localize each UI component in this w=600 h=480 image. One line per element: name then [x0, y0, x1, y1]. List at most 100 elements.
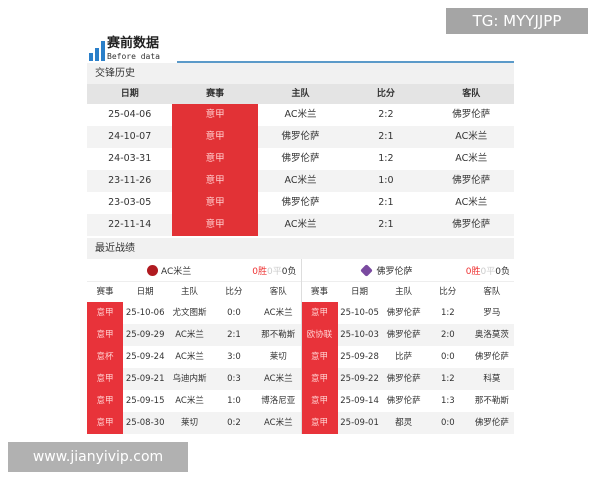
team-name: AC米兰 [161, 266, 192, 277]
watermark-top: TG: MYYJJPP [446, 8, 588, 34]
table-cell: 1:2 [440, 308, 455, 318]
table-cell: 罗马 [483, 308, 501, 318]
competition-badge: 意甲 [301, 346, 338, 368]
recent-table-left: 赛事 日期 主队 比分 客队 意甲 25-10-06 尤文图斯 0:0 AC米兰 意甲 25-09-2… [87, 282, 301, 434]
table-cell: 佛罗伦萨 [452, 109, 491, 120]
table-cell: 22-11-14 [87, 214, 173, 236]
table-cell: AC米兰 [257, 170, 344, 192]
column-header: 比分 [211, 282, 257, 302]
table-cell: AC米兰 [264, 308, 293, 318]
table-cell: 莱切 [167, 412, 212, 434]
table-cell: 佛罗伦萨 [381, 324, 426, 346]
table-cell: 0:2 [211, 412, 257, 434]
competition-badge: 意杯 [87, 346, 123, 368]
column-header: 客队 [256, 282, 301, 302]
table-cell: 佛罗伦萨 [474, 352, 509, 362]
competition-badge: 意甲 [301, 412, 338, 434]
table-cell: 25-09-22 [337, 368, 382, 390]
table-cell: 25-09-24 [125, 352, 165, 362]
table-cell: 佛罗伦萨 [281, 153, 320, 164]
column-header: 客队 [469, 282, 514, 302]
table-cell: 24-03-31 [108, 153, 152, 164]
table-cell: 1:3 [440, 396, 455, 406]
table-cell: 意甲 [172, 148, 258, 170]
bar-chart-icon [89, 41, 105, 61]
table-row: 意甲 25-10-06 尤文图斯 0:0 AC米兰 [87, 302, 301, 324]
table-cell: 25-10-06 [125, 308, 165, 318]
table-row: 23-03-05 意甲 佛罗伦萨 2:1 AC米兰 [87, 192, 514, 214]
table-cell: 奥洛莫茨 [469, 324, 514, 346]
column-header: 客队 [428, 84, 514, 104]
table-cell: AC米兰 [428, 126, 514, 148]
table-cell: 0:3 [211, 368, 257, 390]
table-cell: 1:0 [343, 170, 429, 192]
table-cell: 佛罗伦萨 [428, 170, 514, 192]
fiorentina-crest-icon [359, 263, 373, 277]
table-cell: 2:1 [343, 214, 429, 236]
competition-badge: 意甲 [87, 390, 123, 412]
competition-badge: 意甲 [87, 302, 123, 324]
table-cell: 佛罗伦萨 [386, 396, 421, 406]
h2h-table: 日期 赛事 主队 比分 客队 25-04-06 意甲 AC米兰 2:2 佛罗伦萨 24-10-07… [87, 84, 514, 236]
column-header: 主队 [381, 282, 426, 302]
column-header: 赛事 [172, 84, 258, 104]
logo-subtitle: Before data [107, 52, 160, 61]
table-row: 25-04-06 意甲 AC米兰 2:2 佛罗伦萨 [87, 104, 514, 126]
table-cell: 意甲 [172, 104, 258, 126]
ac-milan-crest-icon [147, 264, 158, 276]
table-row: 24-03-31 意甲 佛罗伦萨 1:2 AC米兰 [87, 148, 514, 170]
table-cell: AC米兰 [175, 352, 204, 362]
table-cell: 都灵 [381, 412, 426, 434]
table-cell: 25-08-30 [123, 412, 168, 434]
table-cell: 佛罗伦萨 [469, 412, 514, 434]
column-header: 比分 [343, 84, 429, 104]
column-header: 比分 [425, 282, 470, 302]
table-cell: 1:2 [378, 153, 394, 164]
table-cell: AC米兰 [256, 412, 301, 434]
table-cell: 25-04-06 [108, 109, 152, 120]
logo: 赛前数据 Before data [87, 36, 514, 63]
table-cell: 2:1 [211, 324, 257, 346]
table-cell: 意甲 [172, 170, 258, 192]
table-cell: 2:2 [378, 109, 394, 120]
table-row: 意甲 25-08-30 莱切 0:2 AC米兰 [87, 412, 301, 434]
table-cell: 佛罗伦萨 [257, 126, 344, 148]
column-header: 赛事 [301, 282, 338, 302]
table-row: 23-11-26 意甲 AC米兰 1:0 佛罗伦萨 [87, 170, 514, 192]
table-cell: 0:0 [425, 412, 470, 434]
watermark-bottom: www.jianyivip.com [8, 442, 188, 472]
table-cell: 佛罗伦萨 [381, 368, 426, 390]
table-cell: 25-09-29 [123, 324, 168, 346]
record: 0胜0平0负 [466, 264, 510, 277]
record: 0胜0平0负 [252, 264, 296, 277]
column-header: 主队 [257, 84, 344, 104]
table-row: 意甲 25-09-01 都灵 0:0 佛罗伦萨 [301, 412, 514, 434]
table-cell: 25-09-01 [337, 412, 382, 434]
wins: 0胜 [252, 266, 268, 277]
table-cell: 莱切 [269, 352, 287, 362]
team-name: 佛罗伦萨 [376, 266, 413, 277]
recent-table-right: 赛事 日期 主队 比分 客队 意甲 25-10-05 佛罗伦萨 1:2 罗马 欧协联 25-10-03… [301, 282, 514, 434]
table-cell: 25-10-05 [340, 308, 379, 318]
competition-badge: 意甲 [301, 390, 338, 412]
recent-title: 最近战绩 [87, 238, 514, 259]
table-row: 意甲 25-09-29 AC米兰 2:1 那不勒斯 [87, 324, 301, 346]
table-cell: 25-09-21 [123, 368, 168, 390]
competition-badge: 意甲 [87, 412, 123, 434]
table-cell: 意甲 [172, 192, 258, 214]
losses: 0负 [495, 266, 510, 277]
pre-match-data-card: 赛前数据 Before data 交锋历史 日期 赛事 主队 比分 客队 25-04-0… [87, 36, 514, 434]
table-row: 意甲 25-09-21 乌迪内斯 0:3 AC米兰 [87, 368, 301, 390]
table-cell: 23-03-05 [108, 197, 152, 208]
table-cell: 乌迪内斯 [167, 368, 212, 390]
table-cell: 比萨 [395, 352, 413, 362]
h2h-title: 交锋历史 [87, 63, 514, 84]
table-cell: 25-10-03 [337, 324, 382, 346]
table-row: 欧协联 25-10-03 佛罗伦萨 2:0 奥洛莫茨 [301, 324, 514, 346]
table-row: 意甲 25-09-22 佛罗伦萨 1:2 科莫 [301, 368, 514, 390]
table-cell: 佛罗伦萨 [281, 197, 320, 208]
table-cell: 那不勒斯 [474, 396, 509, 406]
table-cell: 意甲 [172, 126, 258, 148]
column-header: 日期 [87, 84, 173, 104]
table-cell: 25-09-28 [340, 352, 379, 362]
